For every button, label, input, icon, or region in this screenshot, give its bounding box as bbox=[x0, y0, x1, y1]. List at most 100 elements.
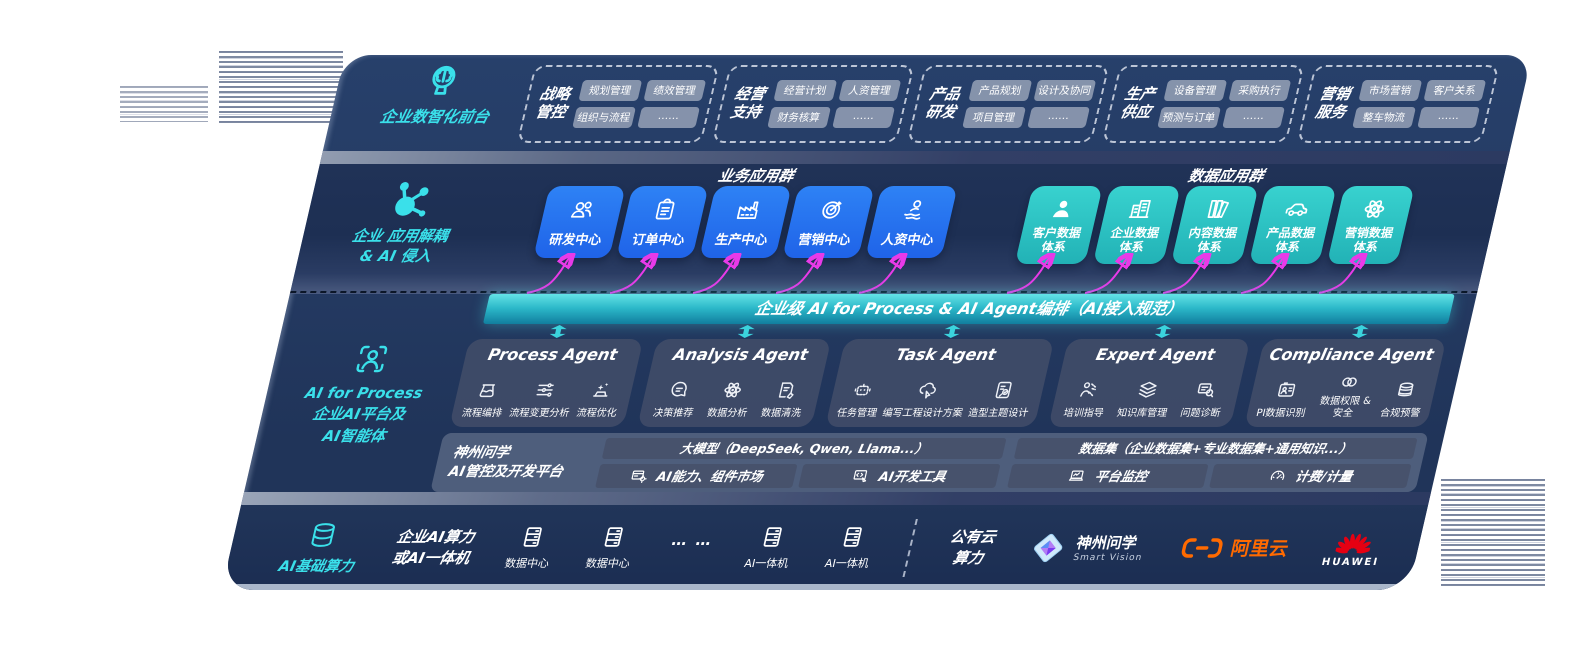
ability-market-cell: AI能力、组件市场 bbox=[595, 463, 798, 488]
dev-tools-cell: AI开发工具 bbox=[797, 463, 1001, 488]
cloud-line2: 算力 bbox=[951, 548, 986, 567]
agent-item: 数据权限 & 安全 bbox=[1310, 371, 1383, 419]
layer-step-edge bbox=[241, 492, 1432, 505]
infra-layer: AI基础算力 企业AI算力 或AI一体机 数据中心 数据中心 … … AI一体机 bbox=[221, 505, 1428, 590]
agent-item-label: 数据权限 & 安全 bbox=[1318, 396, 1373, 419]
decorative-stripes-top-left bbox=[219, 51, 343, 125]
agent-item: 任务管理 bbox=[835, 379, 884, 419]
module-pill: 规划管理 bbox=[578, 80, 642, 101]
panel-bottom-edge bbox=[227, 584, 1404, 590]
module-pill: 经营计划 bbox=[773, 80, 837, 101]
agent-item: 合规预警 bbox=[1379, 379, 1428, 419]
platform-model-group: 大模型（DeepSeek, Qwen, Llama...） AI能力、组件市场 … bbox=[595, 437, 1007, 488]
module-pill: 整车物流 bbox=[1352, 107, 1416, 128]
process-agent-card: Process Agent 流程编排 流程变更分析 流程优化 bbox=[449, 339, 644, 427]
agent-item-label: 决策推荐 bbox=[651, 408, 695, 419]
decision-head-icon bbox=[665, 379, 692, 401]
enterprise-compute-label: 企业AI算力 或AI一体机 bbox=[390, 527, 477, 568]
model-bar: 大模型（DeepSeek, Qwen, Llama...） bbox=[601, 437, 1007, 459]
aliyun-logo: 阿里云 bbox=[1178, 534, 1291, 561]
server-icon bbox=[837, 524, 869, 550]
group-pills: 产品规划 设计及协同 项目管理 …… bbox=[962, 80, 1097, 128]
module-pill: 产品规划 bbox=[968, 80, 1032, 101]
layers-icon bbox=[1134, 379, 1161, 401]
platform-bar: 神州问学 AI管控及开发平台 大模型（DeepSeek, Qwen, Llama… bbox=[430, 433, 1429, 492]
linked-rings-icon bbox=[1336, 371, 1363, 393]
node-label: AI一体机 bbox=[742, 557, 790, 570]
books-icon bbox=[1203, 196, 1235, 222]
app-center-label: 订单中心 bbox=[630, 232, 687, 248]
platform-cells: 平台监控 计费/计量 bbox=[1006, 463, 1412, 488]
double-arrow-icon bbox=[737, 325, 756, 338]
flow-jar-icon bbox=[474, 379, 501, 401]
module-pill: 预测与订单 bbox=[1157, 107, 1221, 128]
person-icon bbox=[1047, 196, 1079, 222]
decorative-stripes-right bbox=[1441, 479, 1545, 589]
node-label: AI一体机 bbox=[823, 557, 871, 570]
group-strategy: 战略管控 规划管理 绩效管理 组织与流程 …… bbox=[516, 65, 720, 143]
aliyun-bracket-icon bbox=[1181, 537, 1223, 558]
smartvision-diamond-icon bbox=[1034, 533, 1063, 562]
optimize-icon bbox=[588, 379, 615, 401]
app-layer-title-line1: 企业 应用解耦 bbox=[350, 227, 450, 245]
server-icon bbox=[756, 524, 788, 550]
atom-icon bbox=[1359, 196, 1391, 222]
node-label: 数据中心 bbox=[584, 557, 632, 570]
agent-title: Compliance Agent bbox=[1267, 345, 1436, 364]
orchestration-bar: 企业级 AI for Process & AI Agent编排（AI接入规范） bbox=[482, 294, 1455, 324]
clipboard-icon bbox=[649, 197, 681, 223]
module-pill: …… bbox=[1221, 107, 1285, 128]
ai-platform-layer-label: AI for Process 企业AI平台及 AI智能体 bbox=[271, 341, 457, 447]
group-pills: 市场营销 客户关系 整车物流 …… bbox=[1352, 80, 1487, 128]
agent-item: 流程变更分析 bbox=[508, 379, 577, 419]
agent-title: Process Agent bbox=[486, 345, 620, 364]
building-icon bbox=[1125, 196, 1157, 222]
data-system-label: 客户数据体系 bbox=[1031, 225, 1083, 254]
app-center-box: 研发中心 bbox=[533, 186, 626, 258]
cell-label: 平台监控 bbox=[1093, 470, 1149, 485]
group-title: 营销服务 bbox=[1313, 85, 1353, 121]
agent-item-label: 问题诊断 bbox=[1179, 408, 1222, 419]
brain-head-icon bbox=[417, 61, 469, 103]
group-production-supply: 生产供应 设备管理 采购执行 预测与订单 …… bbox=[1101, 65, 1305, 143]
datacenter-node: 数据中心 bbox=[584, 524, 639, 571]
group-pills: 设备管理 采购执行 预测与订单 …… bbox=[1157, 80, 1292, 128]
huawei-flower-icon bbox=[1335, 533, 1373, 553]
agent-title: Task Agent bbox=[894, 345, 998, 364]
app-center-box: 订单中心 bbox=[616, 186, 709, 258]
magenta-flow-arrows bbox=[527, 253, 1490, 295]
app-center-label: 生产中心 bbox=[713, 232, 770, 248]
cloud-line1: 公有云 bbox=[948, 528, 998, 547]
business-group-title: 业务应用群 bbox=[716, 167, 796, 185]
module-pill: 设计及协同 bbox=[1032, 80, 1097, 101]
platform-dataset-group: 数据集（企业数据集+专业数据集+通用知识...） 平台监控 计费/计量 bbox=[1006, 437, 1418, 488]
server-icon bbox=[598, 524, 630, 550]
ai-layer-title-line3: AI智能体 bbox=[320, 426, 388, 445]
main-panel: 企业数智化前台 战略管控 规划管理 绩效管理 组织与流程 …… 经营支持 经营计… bbox=[221, 55, 1533, 590]
agent-item: 决策推荐 bbox=[652, 379, 701, 419]
agent-items: PI数据识别 数据权限 & 安全 合规预警 bbox=[1252, 371, 1433, 419]
module-pill: …… bbox=[1026, 107, 1090, 128]
car-icon bbox=[1281, 196, 1313, 222]
agent-item: 培训指导 bbox=[1062, 379, 1111, 419]
cell-label: AI开发工具 bbox=[876, 470, 948, 485]
agent-item-label: PI数据识别 bbox=[1254, 408, 1307, 419]
agent-item: 数据清洗 bbox=[760, 379, 809, 419]
cloud-pen-icon bbox=[914, 379, 941, 401]
agent-cards: Process Agent 流程编排 流程变更分析 流程优化 Analysis … bbox=[449, 339, 1447, 427]
public-cloud-label: 公有云 算力 bbox=[943, 527, 997, 568]
front-office-title: 企业数智化前台 bbox=[378, 108, 492, 126]
agent-items: 任务管理 编写工程设计方案 造型主题设计 bbox=[833, 379, 1039, 419]
ai-layer-title-line1: AI for Process bbox=[303, 384, 425, 402]
module-pill: 客户关系 bbox=[1422, 80, 1487, 101]
billing-cell: 计费/计量 bbox=[1209, 463, 1412, 488]
app-center-label: 人资中心 bbox=[879, 232, 936, 248]
agent-item: 数据分析 bbox=[706, 379, 755, 419]
agent-item: 流程优化 bbox=[575, 379, 624, 419]
module-pill: …… bbox=[831, 107, 895, 128]
data-system-label: 营销数据体系 bbox=[1343, 225, 1395, 254]
agent-item-label: 流程变更分析 bbox=[507, 408, 571, 419]
layer-step-edge bbox=[319, 151, 1510, 164]
group-title: 经营支持 bbox=[728, 85, 768, 121]
huawei-text: HUAWEI bbox=[1320, 556, 1381, 568]
